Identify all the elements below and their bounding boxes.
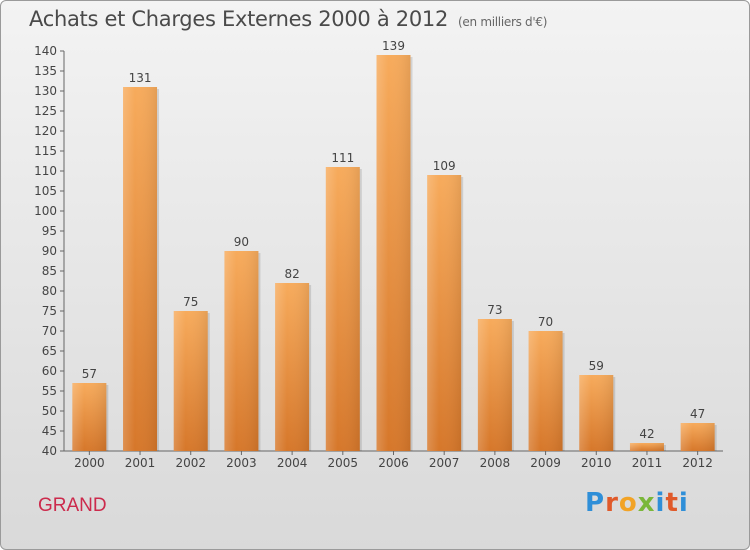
x-tick-label: 2002: [175, 456, 206, 470]
y-tick-label: 140: [34, 44, 57, 58]
x-tick-label: 2001: [125, 456, 156, 470]
chart-title: Achats et Charges Externes 2000 à 2012 (e…: [29, 7, 547, 31]
x-tick-label: 2005: [328, 456, 359, 470]
y-tick-label: 135: [34, 64, 57, 78]
bar-highlight: [72, 383, 107, 451]
data-label: 42: [639, 427, 654, 441]
x-tick-label: 2008: [480, 456, 511, 470]
y-tick-label: 85: [42, 264, 57, 278]
y-tick-label: 90: [42, 244, 57, 258]
bar-highlight: [325, 167, 360, 451]
data-labels: 57 131 75 90 82 111 139 109 73 70 59 42 47: [82, 39, 706, 441]
y-tick-label: 60: [42, 364, 57, 378]
data-label: 57: [82, 367, 97, 381]
x-tick-label: 2010: [581, 456, 612, 470]
data-label: 75: [183, 295, 198, 309]
bar-highlight: [376, 55, 411, 451]
data-label: 73: [487, 303, 502, 317]
bar-highlight: [477, 319, 512, 451]
y-tick-label: 55: [42, 384, 57, 398]
bar-highlight: [173, 311, 208, 451]
y-tick-label: 65: [42, 344, 57, 358]
bar-highlight: [579, 375, 614, 451]
y-tick-label: 105: [34, 184, 57, 198]
y-tick-label: 125: [34, 104, 57, 118]
data-label: 59: [589, 359, 604, 373]
x-tick-label: 2006: [378, 456, 409, 470]
data-label: 139: [382, 39, 405, 53]
y-tick-label: 115: [34, 144, 57, 158]
bar-highlight: [680, 423, 715, 451]
x-tick-label: 2012: [682, 456, 713, 470]
data-label: 111: [331, 151, 354, 165]
bars: [72, 55, 717, 451]
x-tick-label: 2009: [530, 456, 561, 470]
y-tick-label: 80: [42, 284, 57, 298]
bar-highlight: [528, 331, 563, 451]
x-tick-label: 2011: [632, 456, 663, 470]
x-tick-label: 2004: [277, 456, 308, 470]
y-tick-label: 130: [34, 84, 57, 98]
y-tick-label: 45: [42, 424, 57, 438]
bar-highlight: [629, 443, 664, 451]
axes: 40 45 50 55 60 65 70 75 80 85 90 95 100 105 110 115 120 1…: [34, 44, 723, 470]
bar-highlight: [427, 175, 462, 451]
data-label: 109: [433, 159, 456, 173]
bar-highlight: [123, 87, 158, 451]
chart-unit: (en milliers d'€): [458, 15, 548, 29]
proxiti-logo: Proxiti: [585, 488, 689, 518]
data-label: 82: [284, 267, 299, 281]
data-label: 47: [690, 407, 705, 421]
chart-title-text: Achats et Charges Externes 2000 à 2012: [29, 7, 449, 31]
data-label: 90: [234, 235, 249, 249]
y-tick-label: 110: [34, 164, 57, 178]
y-tick-label: 70: [42, 324, 57, 338]
commune-name: GRAND: [38, 495, 107, 516]
bar-highlight: [275, 283, 310, 451]
x-tick-label: 2000: [74, 456, 105, 470]
data-label: 131: [129, 71, 152, 85]
y-tick-label: 50: [42, 404, 57, 418]
x-tick-label: 2003: [226, 456, 257, 470]
y-tick-label: 100: [34, 204, 57, 218]
bar-highlight: [224, 251, 259, 451]
y-tick-label: 120: [34, 124, 57, 138]
data-label: 70: [538, 315, 553, 329]
y-tick-label: 95: [42, 224, 57, 238]
y-tick-label: 40: [42, 444, 57, 458]
x-tick-label: 2007: [429, 456, 460, 470]
y-tick-label: 75: [42, 304, 57, 318]
